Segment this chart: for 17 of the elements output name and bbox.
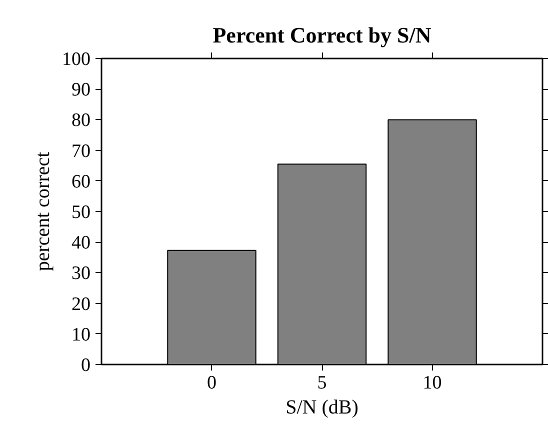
chart-title: Percent Correct by S/N: [212, 22, 432, 48]
y-tick-label: 30: [72, 263, 90, 284]
y-tick-label: 20: [72, 294, 90, 315]
x-tick-label: 5: [317, 372, 327, 394]
y-tick-label: 90: [72, 80, 90, 101]
x-axis-title: S/N (dB): [286, 396, 358, 418]
y-axis-title: percent correct: [32, 151, 54, 272]
y-tick-label: 70: [72, 140, 90, 162]
x-tick-label: 10: [422, 372, 442, 394]
y-tick-label: 0: [81, 355, 90, 376]
y-tick-label: 10: [72, 324, 90, 346]
y-tick-label: 40: [72, 232, 90, 254]
y-tick-label: 100: [62, 49, 90, 70]
y-tick-label: 60: [72, 171, 90, 192]
x-tick-label: 0: [207, 372, 216, 394]
y-tick-label: 50: [72, 202, 90, 223]
y-tick-label: 80: [72, 110, 90, 132]
